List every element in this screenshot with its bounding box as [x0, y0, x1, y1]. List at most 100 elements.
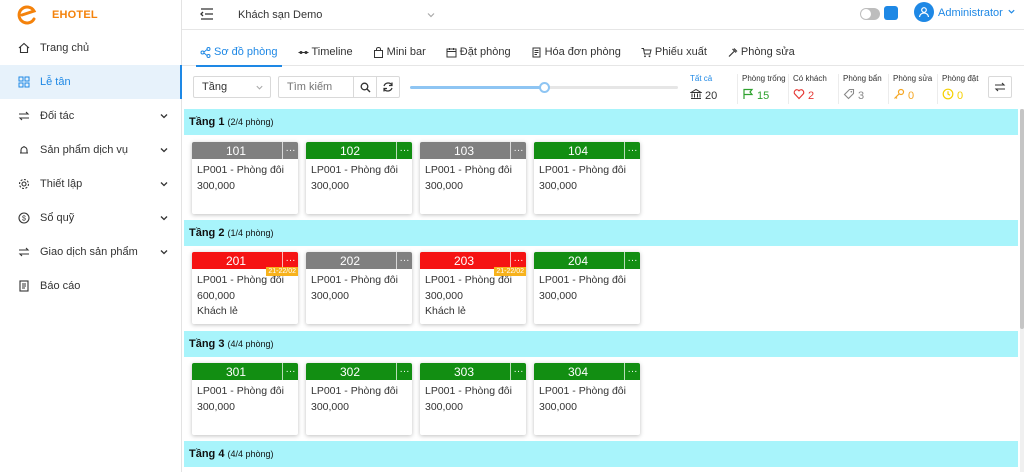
- room-number: 104: [567, 143, 589, 158]
- more-icon[interactable]: ···: [510, 142, 526, 159]
- more-icon[interactable]: ···: [624, 142, 640, 159]
- more-icon[interactable]: ···: [396, 142, 412, 159]
- floor-name: Tầng 3: [189, 338, 225, 350]
- floor-count: (4/4 phòng): [227, 449, 274, 459]
- chevron-down-icon: [159, 111, 169, 121]
- room-number: 301: [225, 364, 247, 379]
- room-price: 300,000: [311, 400, 349, 413]
- user-menu[interactable]: Administrator: [938, 7, 1016, 19]
- room-card[interactable]: 201 ··· 21-22/02 LP001 - Phòng đôi 600,000 K…: [192, 252, 298, 324]
- room-type: LP001 - Phòng đôi: [425, 385, 512, 397]
- floor-count: (1/4 phòng): [227, 228, 274, 238]
- room-number: 304: [567, 364, 589, 379]
- floor-header: Tầng 1 (2/4 phòng): [184, 109, 1018, 135]
- ehotel-logo-icon: [16, 4, 38, 26]
- tab-dat-phong[interactable]: Đặt phòng: [436, 38, 521, 66]
- sidebar-item-label: Sản phẩm dịch vụ: [40, 144, 129, 156]
- tab-phong-sua[interactable]: Phòng sửa: [717, 38, 805, 66]
- room-number: 204: [567, 253, 589, 268]
- sidebar-item-le-tan[interactable]: Lễ tân: [0, 65, 182, 99]
- zoom-slider-handle[interactable]: [539, 82, 550, 93]
- hotel-select[interactable]: Khách sạn Demo: [238, 6, 436, 24]
- swap-view-button[interactable]: [988, 76, 1012, 98]
- tab-phieu-xuat[interactable]: Phiếu xuất: [631, 38, 717, 66]
- room-card[interactable]: 202 ··· LP001 - Phòng đôi 300,000: [306, 252, 412, 324]
- tab-mini-bar[interactable]: Mini bar: [363, 38, 436, 66]
- more-icon[interactable]: ···: [396, 252, 412, 269]
- tab-timeline[interactable]: Timeline: [288, 38, 363, 66]
- more-icon[interactable]: ···: [282, 142, 298, 159]
- room-type: LP001 - Phòng đôi: [311, 274, 398, 286]
- more-icon[interactable]: ···: [510, 252, 526, 269]
- room-card[interactable]: 104 ··· LP001 - Phòng đôi 300,000: [534, 142, 640, 214]
- sidebar-item-doi-tac[interactable]: Đối tác: [0, 99, 181, 133]
- more-icon[interactable]: ···: [624, 363, 640, 380]
- room-card[interactable]: 303 ··· LP001 - Phòng đôi 300,000: [420, 363, 526, 435]
- room-card[interactable]: 302 ··· LP001 - Phòng đôi 300,000: [306, 363, 412, 435]
- share-icon: [200, 46, 211, 58]
- sidebar-item-so-quy[interactable]: $ Sổ quỹ: [0, 201, 181, 235]
- room-card[interactable]: 101 ··· LP001 - Phòng đôi 300,000: [192, 142, 298, 214]
- stat-label: Phòng sửa: [893, 74, 933, 83]
- room-card[interactable]: 304 ··· LP001 - Phòng đôi 300,000: [534, 363, 640, 435]
- document-icon: [18, 280, 30, 292]
- theme-toggle[interactable]: [860, 8, 880, 20]
- search-button[interactable]: [353, 76, 377, 98]
- floor-select-value: Tầng: [202, 81, 228, 93]
- stat-label: Phòng đặt: [942, 74, 979, 83]
- color-picker-button[interactable]: [884, 6, 898, 20]
- floor-name: Tầng 1: [189, 116, 225, 128]
- grid-icon: [18, 76, 30, 88]
- chevron-down-icon: [159, 145, 169, 155]
- sidebar-item-trang-chu[interactable]: Trang chủ: [0, 31, 181, 65]
- menu-fold-icon[interactable]: [200, 7, 214, 21]
- room-type: LP001 - Phòng đôi: [539, 385, 626, 397]
- stat-repair[interactable]: Phòng sửa 0: [888, 74, 932, 104]
- sidebar-item-giao-dich-san-pham[interactable]: Giao dịch sản phẩm: [0, 235, 181, 269]
- tab-label: Đặt phòng: [459, 46, 511, 58]
- room-type: LP001 - Phòng đôi: [425, 274, 512, 286]
- room-type: LP001 - Phòng đôi: [311, 385, 398, 397]
- stat-label: Phòng bẩn: [843, 74, 882, 83]
- zoom-slider-track[interactable]: [410, 86, 545, 89]
- sidebar-item-bao-cao[interactable]: Báo cáo: [0, 269, 181, 303]
- room-card[interactable]: 301 ··· LP001 - Phòng đôi 300,000: [192, 363, 298, 435]
- tab-so-do-phong[interactable]: Sơ đồ phòng: [190, 38, 288, 67]
- more-icon[interactable]: ···: [396, 363, 412, 380]
- floor-count: (2/4 phòng): [227, 117, 274, 127]
- sidebar-item-label: Trang chủ: [40, 42, 90, 54]
- flag-icon: [742, 88, 754, 103]
- room-card[interactable]: 102 ··· LP001 - Phòng đôi 300,000: [306, 142, 412, 214]
- gear-icon: [18, 178, 30, 190]
- scrollbar-thumb[interactable]: [1020, 109, 1024, 329]
- more-icon[interactable]: ···: [282, 252, 298, 269]
- room-type: LP001 - Phòng đôi: [425, 164, 512, 176]
- sidebar-item-thiet-lap[interactable]: Thiết lập: [0, 167, 181, 201]
- stat-booked[interactable]: Phòng đặt 0: [937, 74, 978, 104]
- room-card[interactable]: 204 ··· LP001 - Phòng đôi 300,000: [534, 252, 640, 324]
- refresh-button[interactable]: [376, 76, 400, 98]
- more-icon[interactable]: ···: [282, 363, 298, 380]
- stat-dirty[interactable]: Phòng bẩn 3: [838, 74, 882, 104]
- room-card[interactable]: 203 ··· 21-22/02 LP001 - Phòng đôi 300,000 K…: [420, 252, 526, 324]
- room-price: 300,000: [197, 179, 235, 192]
- sidebar-item-label: Lễ tân: [40, 76, 71, 88]
- svg-text:$: $: [22, 216, 26, 223]
- search-icon: [360, 82, 370, 92]
- room-card[interactable]: 103 ··· LP001 - Phòng đôi 300,000: [420, 142, 526, 214]
- sidebar-item-san-pham-dich-vu[interactable]: Sản phẩm dịch vụ: [0, 133, 181, 167]
- room-number: 202: [339, 253, 361, 268]
- more-icon[interactable]: ···: [510, 363, 526, 380]
- tab-hoa-don-phong[interactable]: Hóa đơn phòng: [521, 38, 631, 66]
- brand[interactable]: EHOTEL: [0, 0, 181, 30]
- avatar[interactable]: [914, 2, 934, 22]
- zoom-slider-rail[interactable]: [545, 86, 678, 89]
- more-icon[interactable]: ···: [624, 252, 640, 269]
- room-price: 300,000: [311, 179, 349, 192]
- stat-vacant[interactable]: Phòng trống 15: [737, 74, 786, 104]
- stat-occupied[interactable]: Có khách 2: [788, 74, 827, 104]
- sidebar-item-label: Báo cáo: [40, 280, 81, 292]
- stat-all[interactable]: Tất cả 20: [686, 74, 717, 104]
- search-input[interactable]: [278, 76, 354, 98]
- floor-select[interactable]: Tầng: [193, 76, 271, 98]
